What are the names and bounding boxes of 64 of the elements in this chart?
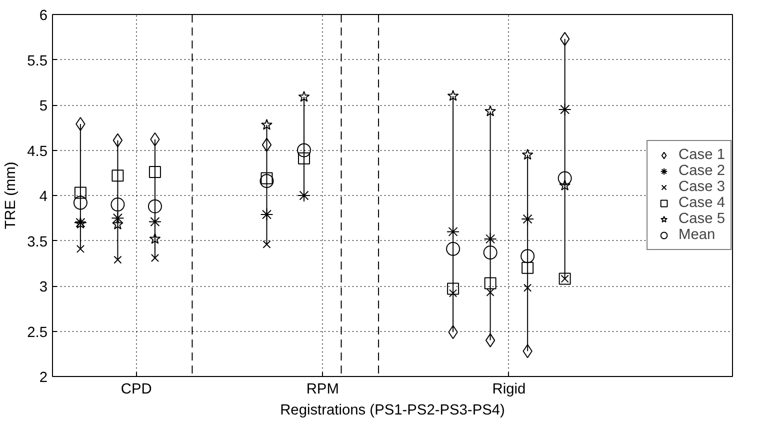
legend-label: Mean <box>678 227 716 243</box>
point <box>558 171 572 186</box>
legend-label: Case 3 <box>678 179 725 195</box>
point <box>483 246 498 260</box>
point <box>446 242 460 256</box>
legend-label: Case 1 <box>678 147 725 163</box>
point <box>76 244 84 253</box>
point <box>297 143 312 158</box>
point <box>447 282 460 295</box>
point <box>484 277 496 290</box>
point <box>558 103 572 116</box>
point <box>449 289 458 298</box>
y-tick-label: 5 <box>39 98 48 114</box>
x-axis-title: Registrations (PS1-PS2-PS3-PS4) <box>280 402 505 418</box>
point <box>148 199 162 214</box>
y-axis-title: TRE (mm) <box>3 162 20 230</box>
point <box>484 105 496 116</box>
point <box>559 180 571 190</box>
point <box>446 225 460 238</box>
point <box>260 208 274 222</box>
point <box>73 196 88 210</box>
point <box>112 133 123 148</box>
x-tick-label: Rigid <box>492 382 526 398</box>
y-tick-label: 2 <box>39 370 48 386</box>
point <box>261 118 272 130</box>
point <box>112 218 124 230</box>
point <box>485 333 496 348</box>
point <box>560 32 570 46</box>
point <box>150 254 159 262</box>
point <box>262 138 272 152</box>
point <box>522 262 534 274</box>
y-tick-label: 2.5 <box>27 324 48 341</box>
point <box>112 170 124 182</box>
point <box>74 186 86 199</box>
point <box>260 172 273 184</box>
legend-label: Case 2 <box>678 163 725 179</box>
point <box>298 189 311 202</box>
legend-label: Case 5 <box>678 211 725 227</box>
point <box>149 232 161 244</box>
point <box>521 212 534 226</box>
point <box>114 256 122 264</box>
y-tick-label: 4 <box>39 189 48 205</box>
point <box>260 174 274 188</box>
legend-label: Case 4 <box>678 195 725 211</box>
y-tick-label: 3 <box>39 280 48 296</box>
point <box>486 288 494 296</box>
point <box>484 232 497 246</box>
point <box>522 148 534 160</box>
point <box>298 152 310 164</box>
x-tick-label: CPD <box>120 382 152 398</box>
point <box>148 166 161 178</box>
y-tick-label: 3.5 <box>27 234 48 250</box>
point <box>148 215 162 228</box>
point <box>520 249 535 264</box>
point <box>111 212 124 225</box>
point <box>298 90 310 102</box>
point <box>447 90 459 101</box>
y-tick-label: 6 <box>39 8 48 24</box>
point <box>110 198 125 212</box>
point <box>262 240 271 248</box>
point <box>524 284 532 292</box>
x-tick-label: RPM <box>306 382 339 398</box>
y-tick-label: 5.5 <box>27 53 48 70</box>
y-tick-label: 4.5 <box>27 144 48 160</box>
